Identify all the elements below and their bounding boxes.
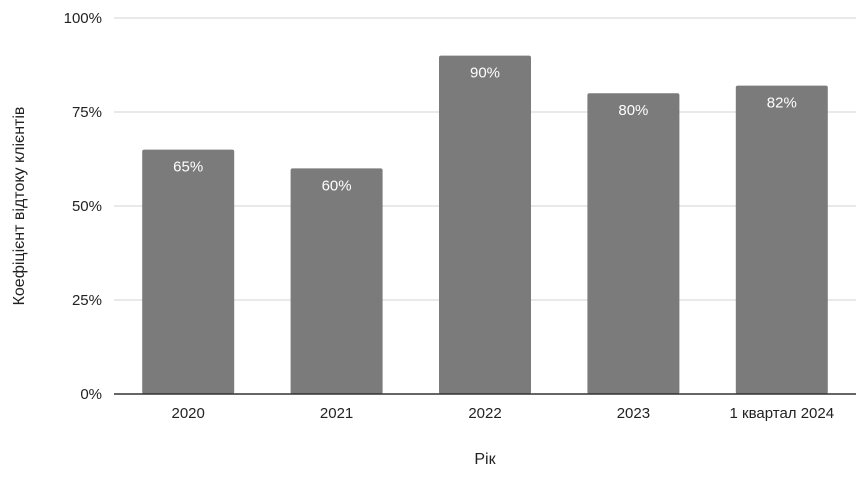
x-tick-label: 2023 xyxy=(617,405,650,422)
y-axis-title: Коефіцієнт відтоку клієнтів xyxy=(11,107,28,306)
bar xyxy=(439,55,531,394)
bar-data-label: 80% xyxy=(618,102,648,119)
bar-data-label: 60% xyxy=(322,177,352,194)
bar-data-label: 82% xyxy=(767,95,797,112)
x-axis-title: Рік xyxy=(474,451,496,468)
bar-data-labels: 65% 60% 90% 80% 82% xyxy=(173,65,797,195)
x-tick-label: 2020 xyxy=(172,405,205,422)
y-tick-label: 50% xyxy=(72,198,102,215)
bar-data-label: 65% xyxy=(173,159,203,176)
bars-group xyxy=(142,55,828,395)
x-tick-label: 2022 xyxy=(468,405,501,422)
bar xyxy=(587,93,680,394)
y-tick-label: 100% xyxy=(64,10,102,27)
bar xyxy=(290,168,383,394)
bar-data-label: 90% xyxy=(470,65,500,82)
y-tick-label: 25% xyxy=(72,292,102,309)
y-tick-label: 75% xyxy=(72,104,102,121)
bar xyxy=(142,149,235,394)
y-tick-label: 0% xyxy=(80,386,102,403)
y-axis-tick-labels: 0% 25% 50% 75% 100% xyxy=(64,10,102,403)
x-tick-label: 2021 xyxy=(320,405,353,422)
x-tick-label: 1 квартал 2024 xyxy=(730,405,835,422)
x-axis-tick-labels: 2020 2021 2022 2023 1 квартал 2024 xyxy=(172,405,835,422)
bar xyxy=(735,85,828,395)
